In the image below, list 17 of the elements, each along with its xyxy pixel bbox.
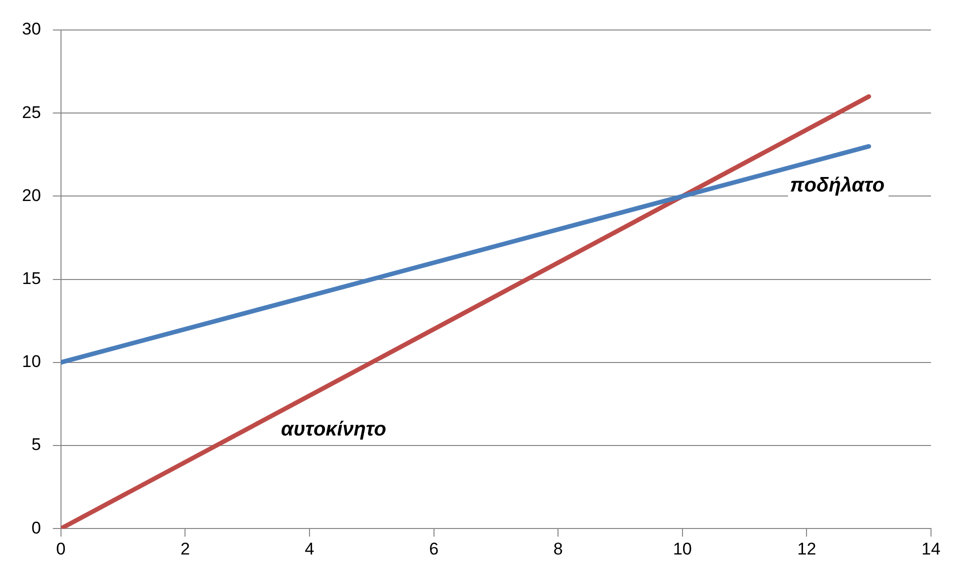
y-tick-label: 10 xyxy=(22,352,41,372)
y-tick-label: 5 xyxy=(31,435,41,454)
x-tick-label: 10 xyxy=(672,539,692,558)
x-tick-label: 4 xyxy=(304,539,314,558)
x-tick-label: 12 xyxy=(797,539,816,558)
y-tick-label: 15 xyxy=(22,268,41,288)
y-tick-label: 20 xyxy=(22,186,41,205)
x-tick-label: 0 xyxy=(56,539,66,558)
y-tick-label: 30 xyxy=(22,20,41,39)
series-label: ποδήλατο xyxy=(790,174,885,196)
x-tick-label: 14 xyxy=(922,539,940,558)
series-label: αυτοκίνητο xyxy=(281,418,386,440)
y-tick-label: 25 xyxy=(22,102,41,122)
y-tick-label: 0 xyxy=(31,518,41,538)
x-tick-label: 8 xyxy=(553,539,563,558)
x-tick-label: 6 xyxy=(429,539,439,558)
x-tick-label: 2 xyxy=(180,539,190,558)
